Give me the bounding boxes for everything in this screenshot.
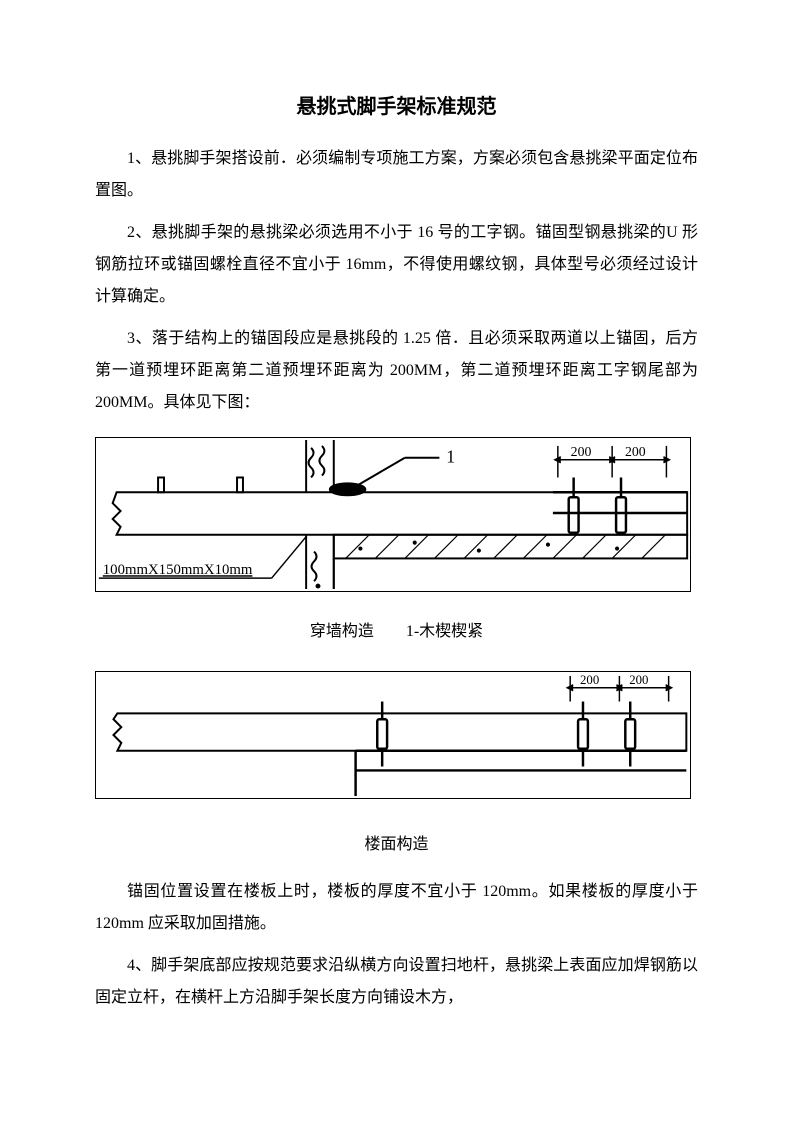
fig1-dim-1: 200 <box>571 444 592 459</box>
fig2-dim-1: 200 <box>580 673 599 687</box>
figure-wall-construction: 1 <box>95 437 691 592</box>
paragraph-3: 3、落于结构上的锚固段应是悬挑段的 1.25 倍．且必须采取两道以上锚固，后方第… <box>95 323 698 419</box>
figure1-caption-b: 1-木楔楔紧 <box>406 623 483 640</box>
fig2-dim-2: 200 <box>629 673 648 687</box>
fig1-dim-2: 200 <box>625 444 646 459</box>
figure2-caption: 楼面构造 <box>95 830 698 854</box>
figure-floor-construction: 200 200 <box>95 671 691 799</box>
callout-1-label: 1 <box>446 447 455 467</box>
paragraph-5: 4、脚手架底部应按规范要求沿纵横方向设置扫地杆，悬挑梁上表面应加焊钢筋以固定立杆… <box>95 950 698 1014</box>
paragraph-4: 锚固位置设置在楼板上时，楼板的厚度不宜小于 120mm。如果楼板的厚度小于 12… <box>95 876 698 940</box>
paragraph-2: 2、悬挑脚手架的悬挑梁必须选用不小于 16 号的工字钢。锚固型钢悬挑梁的U 形钢… <box>95 217 698 313</box>
figure1-caption: 穿墙构造 1-木楔楔紧 <box>95 617 698 641</box>
page-title: 悬挑式脚手架标准规范 <box>95 90 698 119</box>
figure1-caption-a: 穿墙构造 <box>310 623 374 640</box>
fig1-dim-label: 100mmX150mmX10mm <box>103 562 253 578</box>
paragraph-1: 1、悬挑脚手架搭设前．必须编制专项施工方案，方案必须包含悬挑梁平面定位布置图。 <box>95 143 698 207</box>
